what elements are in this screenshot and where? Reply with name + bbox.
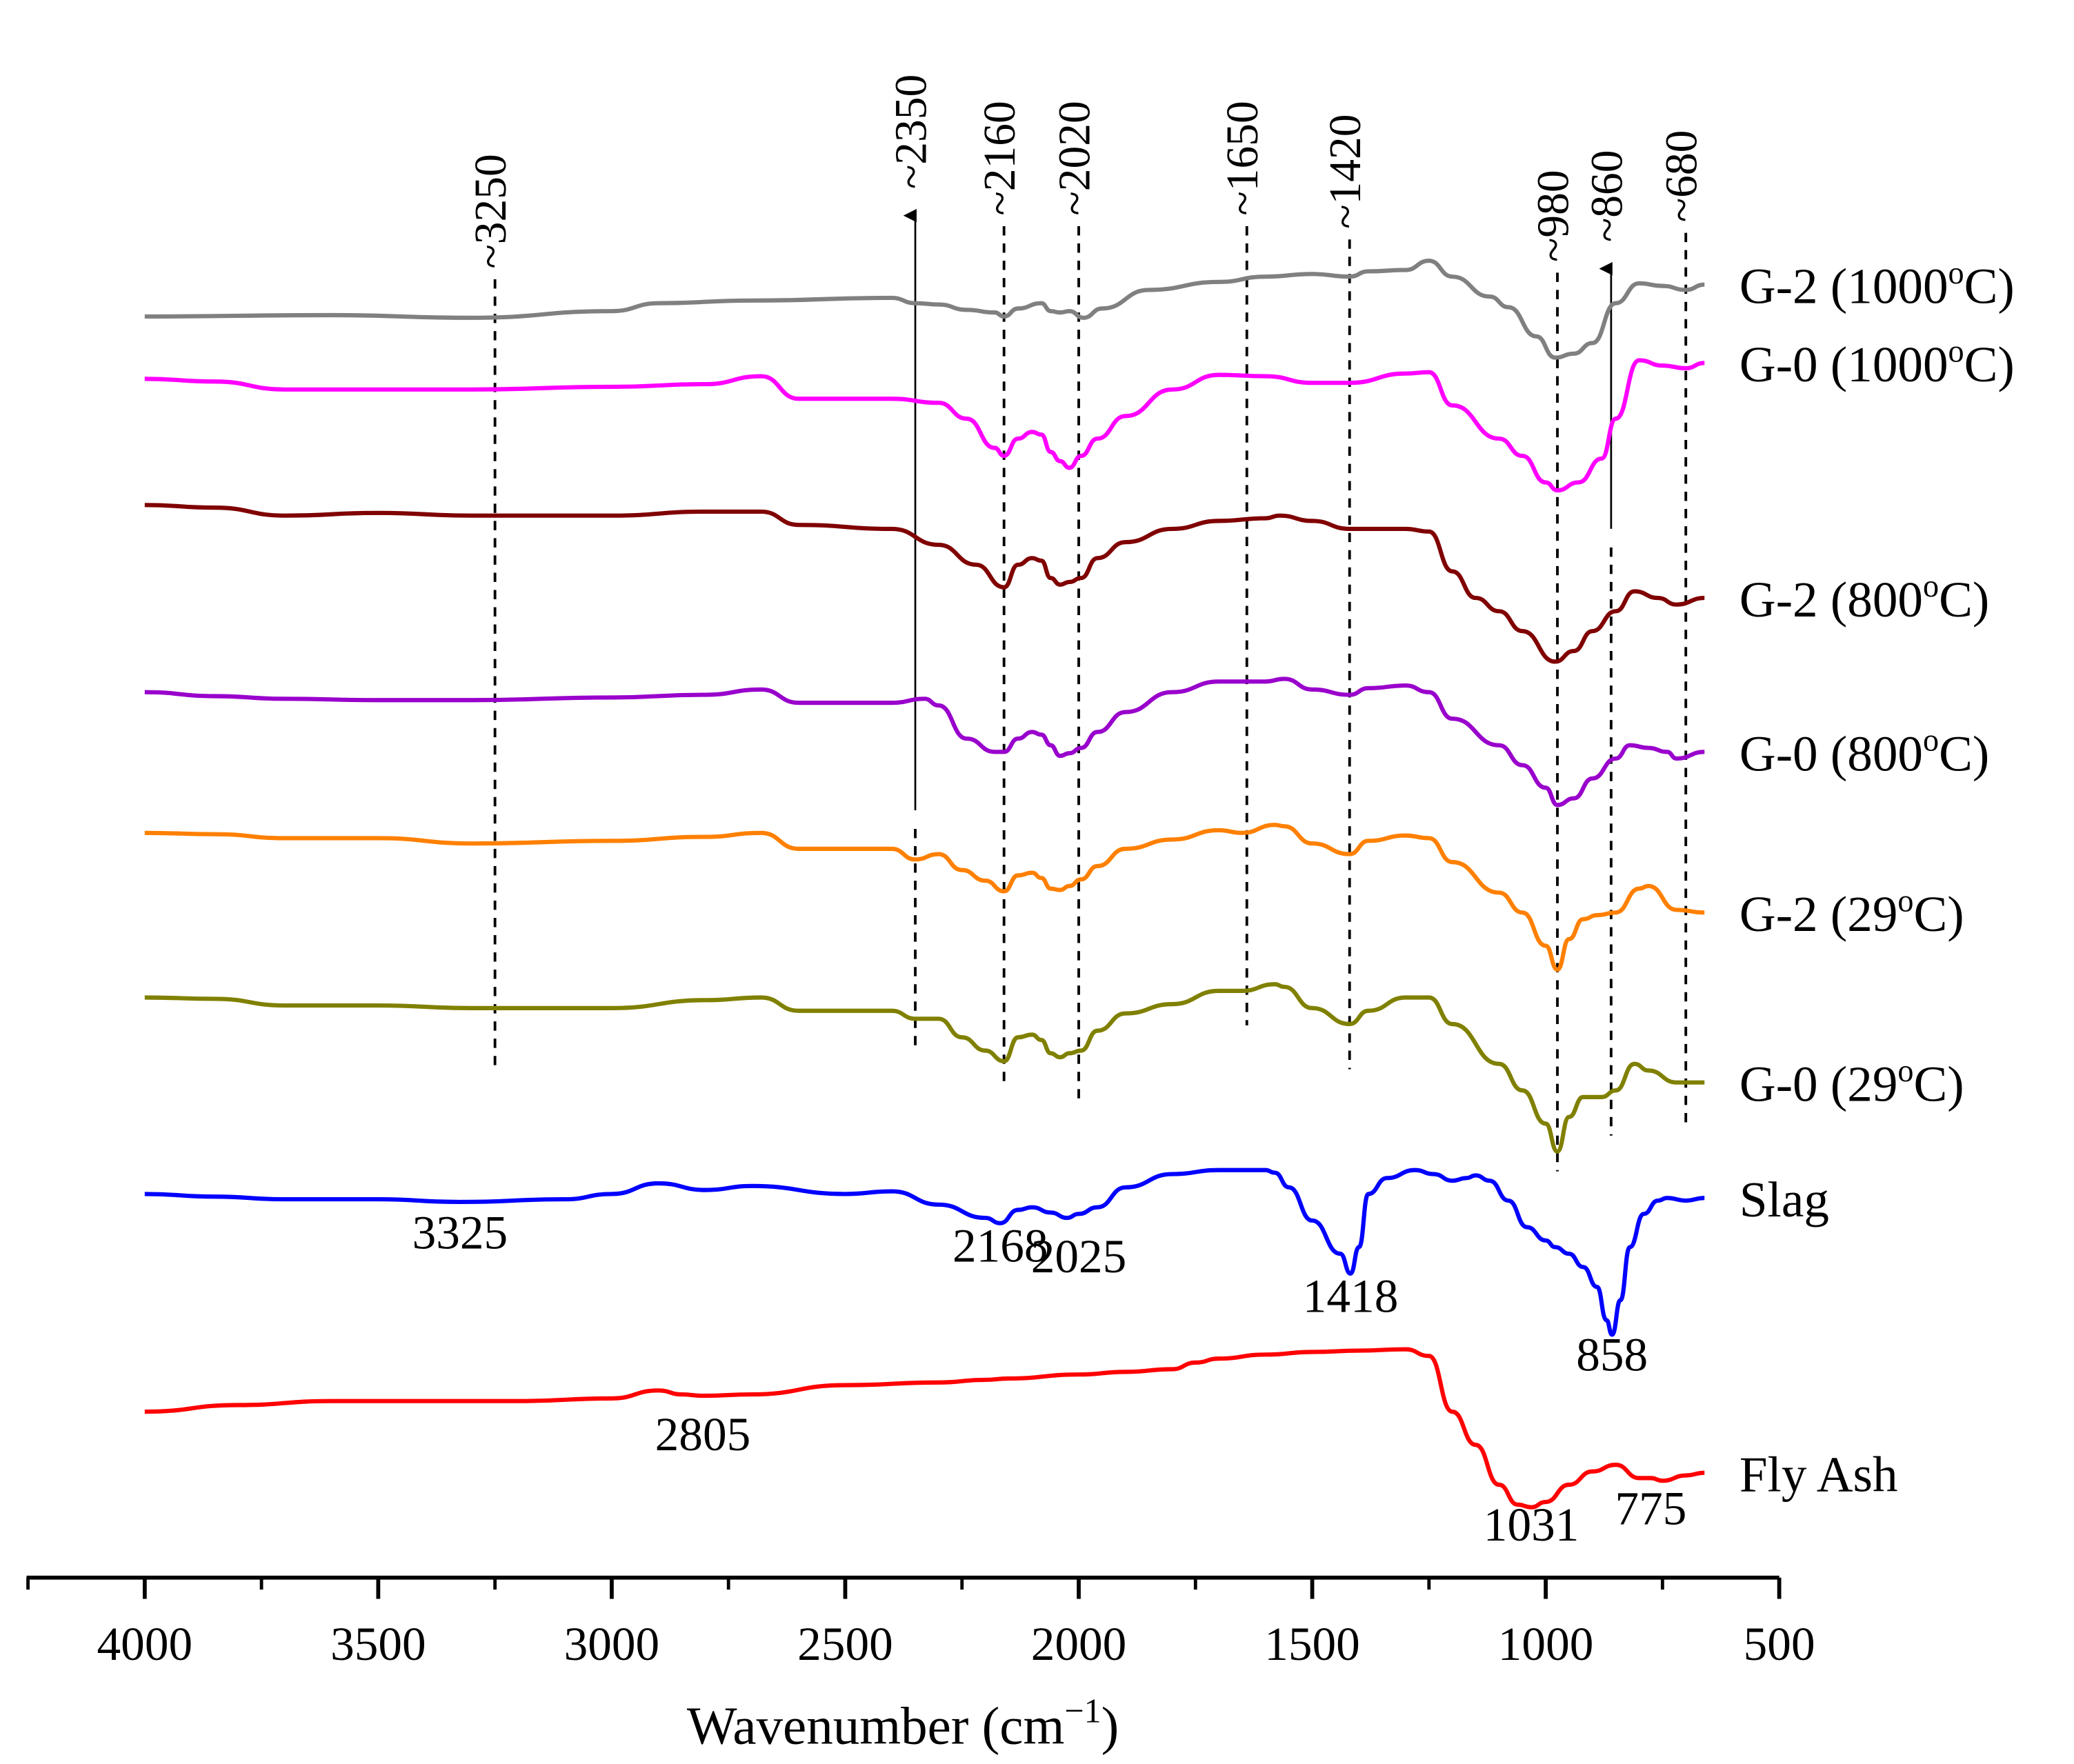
x-tick-label-6: 1000 <box>1498 1617 1594 1670</box>
series-line-6 <box>144 1167 1705 1337</box>
x-tick-label-0: 4000 <box>97 1617 193 1670</box>
series-line-3 <box>144 676 1705 808</box>
peak-label-3: 1418 <box>1303 1270 1399 1323</box>
peak-label-4: 858 <box>1576 1327 1648 1381</box>
series-label-6: Slag <box>1739 1172 1829 1227</box>
x-axis: 4000 3500 3000 2500 2000 1500 1000 500 <box>26 1575 1815 1670</box>
series-line-2 <box>144 503 1705 664</box>
x-axis-title: Wavenumber (cm−1) <box>687 1692 1119 1756</box>
reference-label-8: ~680 <box>1657 130 1707 223</box>
series-line-7 <box>144 1347 1705 1510</box>
series-line-1 <box>144 358 1705 493</box>
reference-label-7: ~860 <box>1582 150 1632 243</box>
reference-label-3: ~2020 <box>1050 101 1099 215</box>
series-label-2: G-2 (800oC) <box>1739 568 1989 628</box>
series-label-7: Fly Ash <box>1739 1447 1898 1503</box>
peak-label-2: 2025 <box>1031 1230 1127 1283</box>
reference-label-1: ~2350 <box>886 74 936 189</box>
reference-label-0: ~3250 <box>466 154 516 268</box>
x-tick-label-1: 3500 <box>330 1617 426 1670</box>
x-tick-label-5: 1500 <box>1264 1617 1360 1670</box>
series-line-0 <box>144 258 1705 360</box>
peak-label-7: 775 <box>1615 1482 1686 1535</box>
series-line-5 <box>144 982 1705 1154</box>
reference-lines: ~3250 ~2350 ~2160 ~2020 ~1650 ~1420 ~980 ~860 ~6… <box>466 74 1707 1172</box>
peak-label-5: 2805 <box>655 1407 751 1461</box>
series-line-4 <box>144 823 1705 972</box>
peak-label-6: 1031 <box>1484 1498 1579 1551</box>
series-label-1: G-0 (1000oC) <box>1739 333 2015 392</box>
series-label-4: G-2 (29oC) <box>1739 883 1964 942</box>
reference-label-5: ~1420 <box>1321 114 1370 229</box>
series-label-5: G-0 (29oC) <box>1739 1053 1964 1112</box>
x-tick-label-3: 2500 <box>797 1617 893 1670</box>
peak-label-1: 2168 <box>953 1219 1048 1272</box>
reference-label-2: ~2160 <box>975 101 1025 215</box>
series-label-0: G-2 (1000oC) <box>1739 255 2015 314</box>
x-tick-label-2: 3000 <box>564 1617 660 1670</box>
peak-label-0: 3325 <box>412 1205 508 1259</box>
x-tick-label-4: 2000 <box>1031 1617 1127 1670</box>
labels: G-2 (1000oC) G-0 (1000oC) G-2 (800oC) G-0 (… <box>412 255 2015 1551</box>
x-tick-label-7: 500 <box>1744 1617 1815 1670</box>
series-label-3: G-0 (800oC) <box>1739 722 1989 781</box>
reference-label-4: ~1650 <box>1218 101 1268 215</box>
spectra <box>144 258 1705 1510</box>
reference-label-6: ~980 <box>1528 170 1578 262</box>
